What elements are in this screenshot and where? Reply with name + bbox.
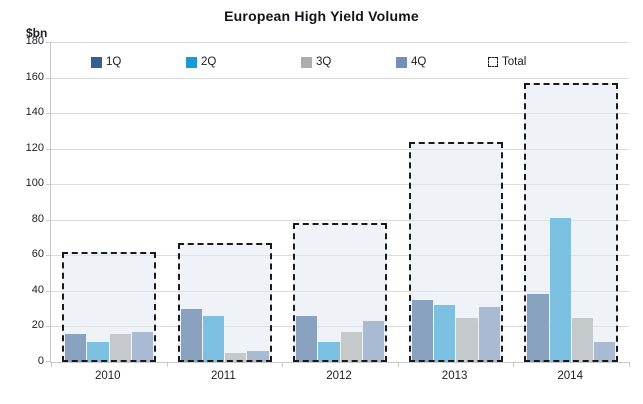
y-axis-tick-label: 80 <box>31 212 44 225</box>
legend-item-2q: 2Q <box>186 56 216 68</box>
x-axis-labels: 2010 2011 2012 2013 2014 <box>50 370 628 386</box>
legend-item-3q: 3Q <box>301 56 331 68</box>
gridline <box>51 42 629 43</box>
gridline <box>51 184 629 186</box>
legend-label-3q: 3Q <box>316 56 332 68</box>
year-group-2012 <box>282 42 398 362</box>
legend-swatch-4q <box>396 56 407 68</box>
plot-area: 1Q 2Q 3Q 4Q Total <box>46 42 630 367</box>
y-axis-tick <box>46 361 51 362</box>
x-axis-label-2013: 2013 <box>441 370 468 382</box>
total-box-2013 <box>408 141 503 362</box>
total-box-2011 <box>177 242 272 362</box>
y-axis-tick <box>46 255 51 257</box>
y-axis-tick-label: 120 <box>25 141 44 154</box>
year-group-2013 <box>398 42 514 362</box>
y-axis-tick <box>46 326 51 328</box>
dashed-box-icon <box>488 57 498 67</box>
year-group-2011 <box>167 42 283 362</box>
legend-item-4q: 4Q <box>396 56 426 68</box>
y-axis-tick <box>46 113 51 115</box>
x-axis-tick <box>51 362 52 367</box>
y-axis-tick-label: 160 <box>25 70 44 83</box>
y-axis-tick <box>46 77 51 79</box>
y-axis-labels: 0 20 40 60 80 100 120 140 160 180 <box>0 35 44 367</box>
legend-label-1q: 1Q <box>106 56 122 68</box>
legend-swatch-2q <box>186 56 197 68</box>
total-box-2014 <box>524 82 619 362</box>
y-axis-tick-label: 0 <box>37 355 44 367</box>
gridline <box>51 77 629 79</box>
year-group-2010 <box>51 42 167 362</box>
legend: 1Q 2Q 3Q 4Q Total <box>51 56 629 72</box>
y-axis-tick-label: 40 <box>31 283 44 296</box>
y-axis-tick-label: 20 <box>31 319 44 332</box>
chart-title: European High Yield Volume <box>224 8 419 24</box>
legend-label-total: Total <box>502 56 527 68</box>
x-axis-tick <box>629 362 630 367</box>
legend-item-total: Total <box>488 56 526 68</box>
total-box-2010 <box>62 251 156 362</box>
x-axis-label-2010: 2010 <box>95 370 121 382</box>
x-axis-tick <box>397 362 399 367</box>
x-axis-tick <box>513 362 515 367</box>
x-axis-label-2014: 2014 <box>557 370 583 382</box>
total-box-2012 <box>293 223 388 362</box>
x-axis-tick <box>282 362 284 367</box>
y-axis-tick-label: 180 <box>25 35 44 47</box>
legend-swatch-1q <box>91 56 102 68</box>
y-axis-tick-label: 60 <box>31 248 44 261</box>
y-axis-tick-label: 140 <box>25 106 44 119</box>
y-axis-tick <box>46 219 51 221</box>
y-axis-tick <box>46 290 51 292</box>
gridline <box>51 148 629 150</box>
legend-label-2q: 2Q <box>201 56 217 68</box>
legend-label-4q: 4Q <box>411 56 427 68</box>
legend-swatch-3q <box>301 56 312 68</box>
x-axis-label-2012: 2012 <box>326 370 352 382</box>
y-axis-tick-label: 100 <box>25 177 44 190</box>
y-axis-tick <box>46 184 51 186</box>
gridline <box>51 219 629 221</box>
y-axis-tick <box>46 148 51 150</box>
y-axis-unit-label: $bn <box>26 26 48 40</box>
x-axis-tick <box>166 362 168 367</box>
x-axis-label-2011: 2011 <box>211 370 236 382</box>
gridline <box>51 113 629 115</box>
legend-item-1q: 1Q <box>91 56 121 68</box>
y-axis-tick <box>46 42 51 43</box>
year-group-2014 <box>513 42 629 362</box>
